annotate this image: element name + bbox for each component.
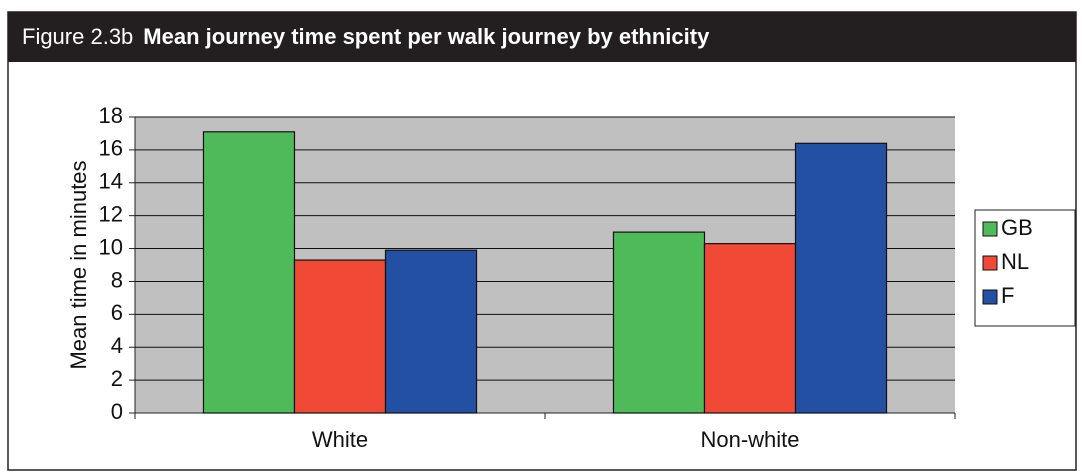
bar (703, 243, 797, 414)
figure-label: Figure 2.3b (22, 24, 133, 49)
y-axis-label: Mean time in minutes (66, 160, 91, 369)
chart-title: Mean journey time spent per walk journey… (143, 24, 710, 49)
legend-swatch (982, 255, 998, 271)
y-tick-label: 0 (111, 399, 123, 424)
y-tick-label: 2 (111, 366, 123, 391)
y-tick-label: 16 (99, 136, 123, 161)
y-tick-label: 14 (99, 169, 123, 194)
y-tick-label: 12 (99, 201, 123, 226)
legend-swatch (982, 289, 998, 305)
bar (612, 231, 706, 414)
legend-swatch (982, 221, 998, 237)
y-tick-label: 4 (111, 333, 123, 358)
header-bar (8, 12, 1076, 62)
x-tick-label: Non-white (700, 427, 799, 452)
bar (384, 249, 478, 414)
y-tick-label: 18 (99, 103, 123, 128)
bar (202, 131, 296, 414)
x-tick-label: White (312, 427, 368, 452)
y-tick-label: 10 (99, 234, 123, 259)
legend-label: NL (1001, 249, 1029, 274)
header: Figure 2.3b Mean journey time spent per w… (22, 24, 710, 49)
bar (293, 259, 387, 414)
y-tick-label: 6 (111, 300, 123, 325)
legend-label: GB (1001, 215, 1033, 240)
y-tick-label: 8 (111, 267, 123, 292)
bar (794, 142, 888, 414)
legend-label: F (1001, 283, 1014, 308)
